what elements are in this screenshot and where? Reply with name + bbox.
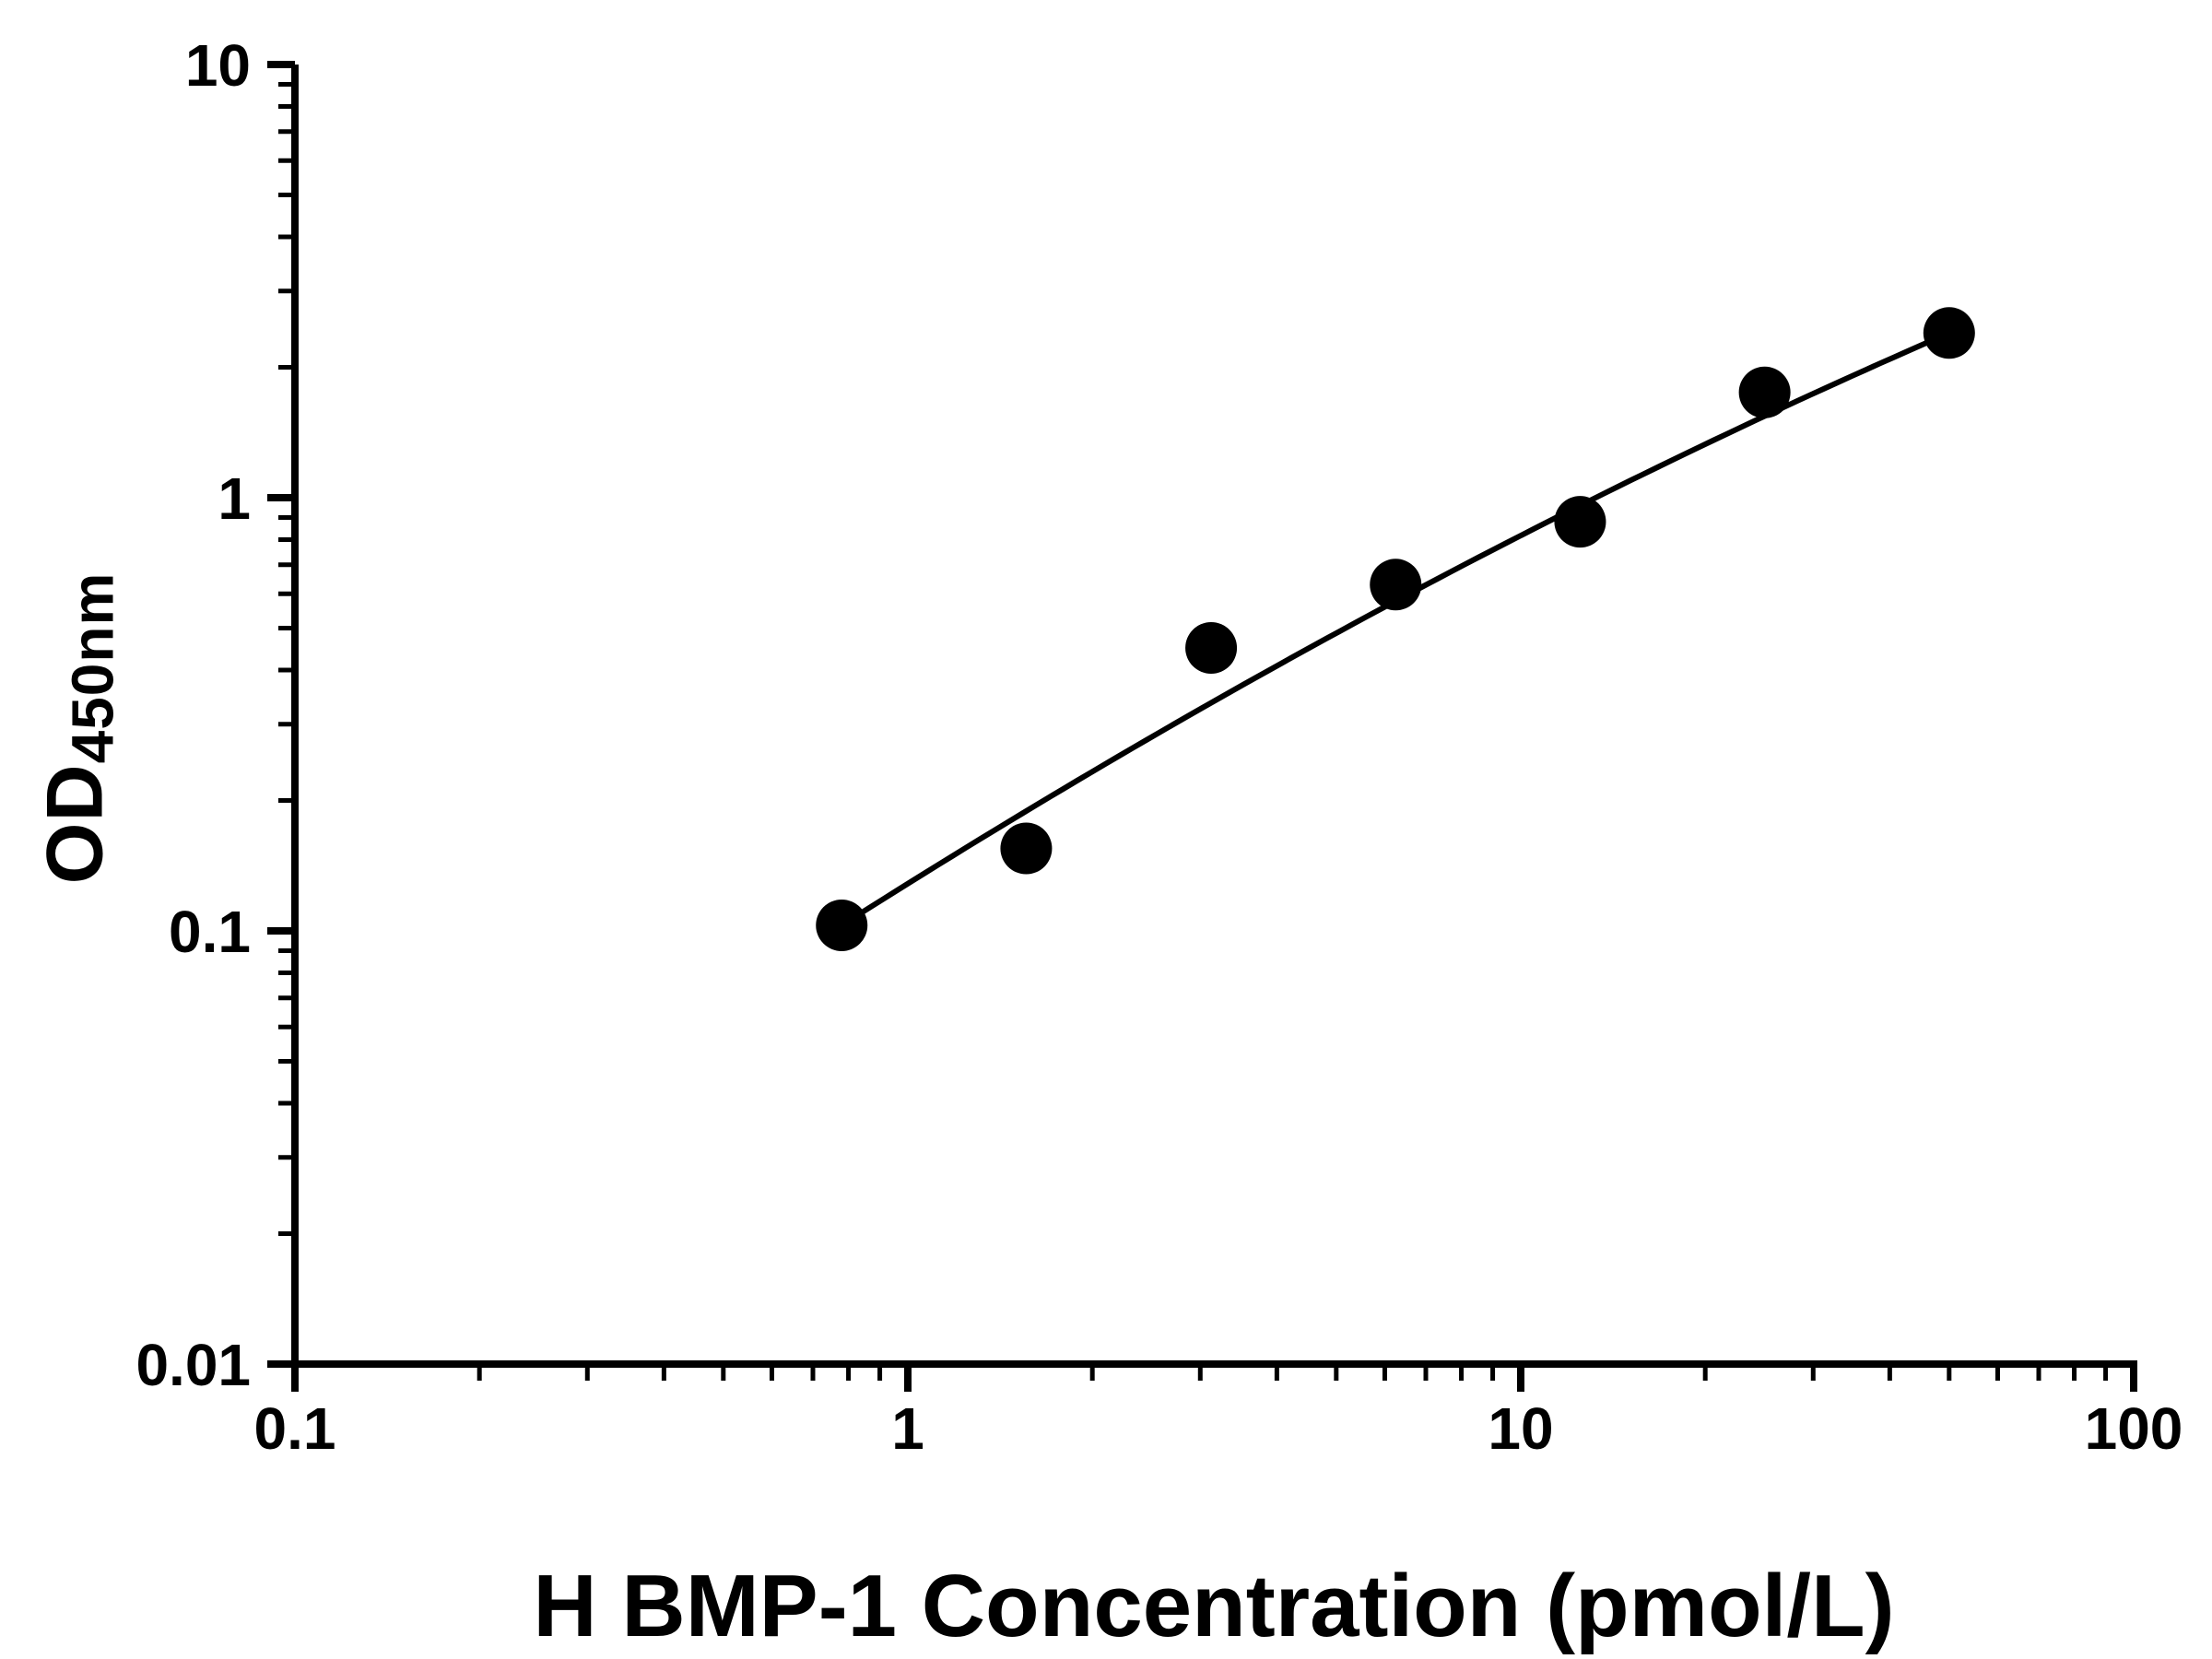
- x-tick-label: 100: [2085, 1395, 2183, 1462]
- y-tick-label: 1: [218, 465, 251, 532]
- y-tick-label: 10: [185, 32, 251, 99]
- data-point: [1738, 366, 1791, 418]
- data-point: [1923, 307, 1975, 359]
- data-point: [1000, 822, 1053, 875]
- y-tick-label: 0.1: [169, 899, 251, 965]
- x-tick-label: 0.1: [254, 1395, 336, 1462]
- x-axis-title: H BMP-1 Concentration (pmol/L): [533, 1557, 1895, 1655]
- data-point: [1370, 559, 1422, 611]
- x-tick-label: 1: [891, 1395, 924, 1462]
- data-point: [1185, 621, 1238, 674]
- data-point: [1554, 496, 1606, 548]
- data-point: [816, 899, 868, 951]
- x-tick-label: 10: [1488, 1395, 1553, 1462]
- y-axis-title: OD450nm: [30, 572, 127, 885]
- y-tick-label: 0.01: [135, 1332, 251, 1398]
- y-axis-title-subscript: 450nm: [59, 571, 126, 764]
- y-axis-title-main: OD: [30, 763, 120, 885]
